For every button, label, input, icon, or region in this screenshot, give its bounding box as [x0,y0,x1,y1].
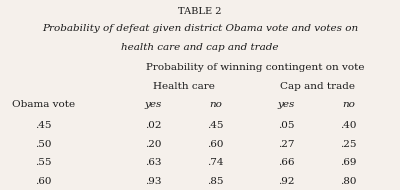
Text: Probability of defeat given district Obama vote and votes on: Probability of defeat given district Oba… [42,24,358,33]
Text: health care and cap and trade: health care and cap and trade [121,43,279,51]
Text: .92: .92 [278,177,294,186]
Text: Obama vote: Obama vote [12,101,75,109]
Text: .45: .45 [207,121,224,130]
Text: no: no [209,101,222,109]
Text: .02: .02 [145,121,161,130]
Text: .85: .85 [207,177,224,186]
Text: .20: .20 [145,140,161,149]
Text: Probability of winning contingent on vote: Probability of winning contingent on vot… [146,63,364,72]
Text: .63: .63 [145,158,161,167]
Text: .40: .40 [340,121,357,130]
Text: .25: .25 [340,140,357,149]
Text: .50: .50 [35,140,52,149]
Text: .45: .45 [35,121,52,130]
Text: yes: yes [277,101,295,109]
Text: .55: .55 [35,158,52,167]
Text: .66: .66 [278,158,294,167]
Text: no: no [342,101,355,109]
Text: .05: .05 [278,121,294,130]
Text: .60: .60 [207,140,224,149]
Text: .93: .93 [145,177,161,186]
Text: Health care: Health care [154,82,215,91]
Text: .27: .27 [278,140,294,149]
Text: .60: .60 [35,177,52,186]
Text: .80: .80 [340,177,357,186]
Text: Cap and trade: Cap and trade [280,82,355,91]
Text: .74: .74 [207,158,224,167]
Text: TABLE 2: TABLE 2 [178,7,222,16]
Text: .69: .69 [340,158,357,167]
Text: yes: yes [144,101,162,109]
